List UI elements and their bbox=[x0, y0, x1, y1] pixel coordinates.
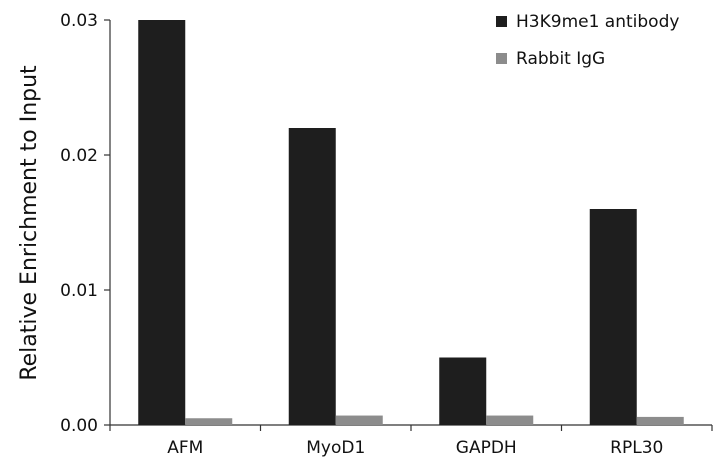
x-category-label: MyoD1 bbox=[306, 438, 365, 458]
legend-label-h3k9me1: H3K9me1 antibody bbox=[516, 12, 679, 32]
bar-rabbit-igg-rpl30 bbox=[636, 416, 684, 425]
y-axis-title: Relative Enrichment to Input bbox=[17, 65, 42, 381]
bar-rabbit-igg-myod1 bbox=[335, 415, 383, 425]
bar-rabbit-igg-gapdh bbox=[486, 415, 534, 425]
y-axis-title-group: Relative Enrichment to Input bbox=[17, 65, 42, 381]
y-ticks: 0.00 0.01 0.02 0.03 bbox=[60, 11, 110, 436]
bar-h3k9me1-antibody-rpl30 bbox=[589, 209, 637, 425]
bar-h3k9me1-antibody-myod1 bbox=[288, 128, 336, 425]
x-category-label: AFM bbox=[167, 438, 203, 458]
bar-h3k9me1-antibody-afm bbox=[138, 20, 186, 425]
x-ticks bbox=[109, 425, 713, 431]
x-category-label: GAPDH bbox=[456, 438, 517, 458]
legend-swatch-h3k9me1 bbox=[496, 16, 507, 27]
legend-swatch-rabbit-igg bbox=[496, 53, 507, 64]
y-tick-label: 0.01 bbox=[60, 281, 98, 301]
y-tick-label: 0.00 bbox=[60, 416, 98, 436]
legend: H3K9me1 antibody Rabbit IgG bbox=[496, 12, 679, 69]
bar-h3k9me1-antibody-gapdh bbox=[439, 357, 487, 425]
legend-label-rabbit-igg: Rabbit IgG bbox=[516, 49, 605, 69]
y-tick-label: 0.02 bbox=[60, 146, 98, 166]
y-tick-label: 0.03 bbox=[60, 11, 98, 31]
bar-rabbit-igg-afm bbox=[185, 418, 233, 425]
bars bbox=[138, 20, 684, 425]
x-labels: AFM MyoD1 GAPDH RPL30 bbox=[167, 438, 663, 458]
x-category-label: RPL30 bbox=[610, 438, 663, 458]
